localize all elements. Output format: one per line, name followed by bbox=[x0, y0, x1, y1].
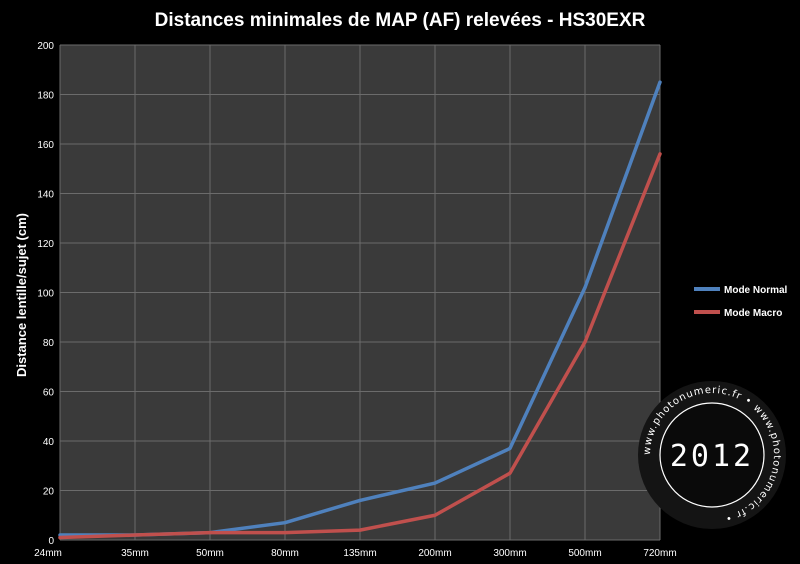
data-point bbox=[58, 533, 62, 537]
x-tick-label: 500mm bbox=[568, 548, 601, 559]
y-tick-label: 120 bbox=[37, 239, 54, 250]
x-tick-label: 200mm bbox=[418, 548, 451, 559]
data-point bbox=[58, 536, 62, 539]
y-tick-label: 180 bbox=[37, 91, 54, 102]
y-tick-label: 20 bbox=[43, 487, 55, 498]
data-point bbox=[583, 340, 587, 344]
data-point bbox=[358, 528, 362, 532]
legend-label: Mode Normal bbox=[724, 285, 788, 296]
x-tick-label: 35mm bbox=[121, 548, 149, 559]
stamp-year: 2012 bbox=[670, 439, 754, 474]
y-tick-label: 140 bbox=[37, 190, 54, 201]
data-point bbox=[133, 533, 137, 537]
stamp-inner-ring bbox=[659, 402, 765, 508]
x-axis-ticks: 24mm 35mm 50mm 80mm 135mm 200mm 300mm 500mm 720m… bbox=[34, 548, 677, 559]
y-tick-label: 80 bbox=[43, 338, 55, 349]
x-tick-label: 24mm bbox=[34, 548, 62, 559]
y-tick-label: 200 bbox=[37, 41, 54, 52]
data-point bbox=[508, 471, 512, 475]
data-point bbox=[283, 521, 287, 524]
data-point bbox=[433, 481, 437, 485]
data-point bbox=[658, 152, 662, 156]
y-tick-label: 160 bbox=[37, 140, 54, 151]
data-point bbox=[283, 531, 287, 534]
data-point bbox=[433, 514, 437, 517]
legend: Mode Normal Mode Macro bbox=[694, 285, 788, 319]
series-lines bbox=[58, 80, 662, 540]
data-point bbox=[208, 531, 212, 534]
x-tick-label: 300mm bbox=[493, 548, 526, 559]
data-point bbox=[508, 447, 512, 450]
watermark-stamp: www.photonumeric.fr • www.photonumeric.f… bbox=[638, 381, 786, 529]
y-axis-label: Distance lentille/sujet (cm) bbox=[14, 213, 29, 377]
x-tick-label: 720mm bbox=[643, 548, 676, 559]
legend-label: Mode Macro bbox=[724, 308, 782, 319]
x-tick-label: 80mm bbox=[271, 548, 299, 559]
y-tick-label: 0 bbox=[48, 536, 54, 547]
x-tick-label: 135mm bbox=[343, 548, 376, 559]
y-axis-ticks: 0 20 40 60 80 100 120 140 160 180 200 bbox=[37, 41, 54, 547]
data-point bbox=[658, 80, 662, 84]
x-tick-label: 50mm bbox=[196, 548, 224, 559]
data-point bbox=[583, 286, 587, 289]
y-tick-label: 100 bbox=[37, 289, 54, 300]
y-tick-label: 40 bbox=[43, 437, 55, 448]
y-tick-label: 60 bbox=[43, 388, 55, 399]
chart-title: Distances minimales de MAP (AF) relevées… bbox=[155, 10, 646, 31]
data-point bbox=[358, 499, 362, 502]
